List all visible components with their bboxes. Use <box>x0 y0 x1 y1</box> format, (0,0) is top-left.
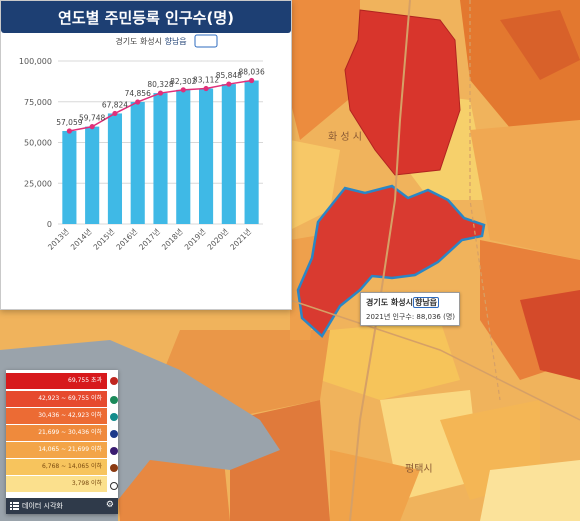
data-label: 82,302 <box>170 77 196 86</box>
region[interactable] <box>320 320 460 400</box>
trend-point <box>89 124 95 130</box>
no-color-dot[interactable] <box>110 482 118 490</box>
data-label: 80,328 <box>147 80 173 89</box>
trend-point <box>180 87 186 93</box>
trend-point <box>66 128 72 134</box>
bar <box>221 84 236 224</box>
color-dot-1[interactable] <box>110 377 118 385</box>
color-dot-6[interactable] <box>110 464 118 472</box>
chart-title: 연도별 주민등록 인구수(명) <box>1 1 291 33</box>
trend-point <box>249 77 255 84</box>
legend-item-5[interactable]: 14,065 ~ 21,699 이하 <box>6 442 107 458</box>
tooltip-title-prefix: 경기도 화성시 <box>366 298 413 307</box>
tooltip-row: 2021년 인구수 : 88,036 (명) <box>366 312 456 322</box>
bar <box>153 93 168 224</box>
data-visualization-label: 데이터 시각화 <box>22 502 63 510</box>
color-dot-5[interactable] <box>110 447 118 455</box>
x-tick-label: 2013년 <box>45 226 71 252</box>
bar <box>107 113 123 224</box>
tooltip-row-label: 2021년 인구수 <box>366 313 412 321</box>
x-tick-label: 2016년 <box>114 226 140 252</box>
region[interactable] <box>520 290 580 380</box>
map-legend: 69,755 초과 42,923 ~ 69,755 이하 30,436 ~ 42… <box>6 370 118 514</box>
region[interactable] <box>470 120 580 260</box>
trend-point <box>157 90 164 96</box>
selected-region[interactable] <box>296 184 486 338</box>
legend-item-3[interactable]: 30,436 ~ 42,923 이하 <box>6 408 107 424</box>
data-label: 59,748 <box>79 114 105 123</box>
x-tick-label: 2018년 <box>159 226 185 252</box>
region[interactable] <box>480 460 580 521</box>
data-label: 88,036 <box>238 68 264 77</box>
bar <box>198 88 214 224</box>
data-label: 74,856 <box>125 89 151 98</box>
map-label-hwaseong: 화 성 시 <box>328 132 362 143</box>
legend-item-2[interactable]: 42,923 ~ 69,755 이하 <box>6 391 107 407</box>
trend-point <box>112 110 118 117</box>
bar <box>130 101 145 224</box>
region[interactable] <box>500 10 580 80</box>
y-tick-label: 25,000 <box>24 179 52 188</box>
trend-point <box>226 81 232 87</box>
x-tick-label: 2017년 <box>136 226 162 252</box>
subtitle-highlight-box <box>194 34 218 48</box>
bar <box>62 130 77 224</box>
chart-subtitle: 경기도 화성시 향남읍 <box>115 36 186 46</box>
data-label: 85,848 <box>216 71 242 80</box>
y-tick-label: 0 <box>47 220 52 229</box>
bar <box>244 80 259 225</box>
gear-icon[interactable]: ⚙ <box>105 500 114 510</box>
population-chart-panel: 연도별 주민등록 인구수(명) 경기도 화성시 향남읍 100,000 75,00… <box>0 0 292 310</box>
data-label: 57,059 <box>56 118 82 127</box>
legend-item-1[interactable]: 69,755 초과 <box>6 373 107 389</box>
region[interactable] <box>290 0 360 140</box>
list-icon <box>10 502 19 510</box>
trend-point <box>203 85 209 92</box>
data-visualization-button[interactable]: 데이터 시각화 ⚙ <box>6 498 118 514</box>
y-tick-label: 100,000 <box>19 57 52 66</box>
x-tick-label: 2014년 <box>68 226 94 252</box>
x-tick-label: 2021년 <box>228 226 254 252</box>
color-dot-4[interactable] <box>110 430 118 438</box>
legend-item-6[interactable]: 6,768 ~ 14,065 이하 <box>6 459 107 475</box>
y-tick-label: 50,000 <box>24 139 52 148</box>
map-label-pyeongtaek: 평택시 <box>405 464 433 475</box>
bar <box>176 89 191 224</box>
region-tooltip: 경기도 화성시 향남읍 2021년 인구수 : 88,036 (명) <box>360 292 460 326</box>
color-dot-3[interactable] <box>110 413 118 421</box>
legend-item-4[interactable]: 21,699 ~ 30,436 이하 <box>6 425 107 441</box>
data-label: 83,112 <box>193 76 219 85</box>
bar-chart: 경기도 화성시 향남읍 100,000 75,000 50,000 25,000 0 5… <box>19 34 265 252</box>
x-tick-label: 2015년 <box>91 226 117 252</box>
legend-item-7[interactable]: 3,798 이하 <box>6 476 107 492</box>
subtitle-highlight: 향남읍 <box>165 37 187 46</box>
trend-point <box>135 99 141 105</box>
bar <box>85 126 100 224</box>
tooltip-title-highlight: 향남읍 <box>412 297 440 308</box>
x-tick-label: 2019년 <box>182 226 208 252</box>
x-tick-label: 2020년 <box>205 226 231 252</box>
tooltip-title: 경기도 화성시 향남읍 <box>366 297 454 308</box>
tooltip-row-value: : 88,036 (명) <box>411 313 456 321</box>
subtitle-prefix: 경기도 화성시 <box>115 36 164 46</box>
y-tick-label: 75,000 <box>24 98 52 107</box>
data-label: 67,824 <box>102 100 128 109</box>
color-dot-2[interactable] <box>110 396 118 404</box>
region[interactable] <box>290 140 340 230</box>
